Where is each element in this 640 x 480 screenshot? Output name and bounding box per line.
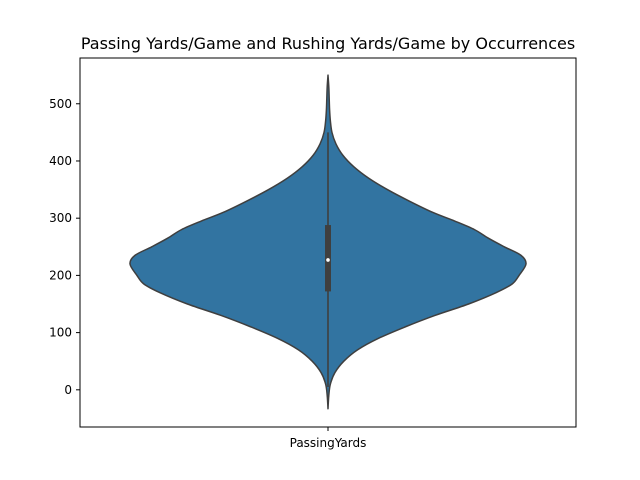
y-tick-label: 300 <box>49 211 72 225</box>
y-tick-label: 0 <box>64 383 72 397</box>
y-tick-label: 500 <box>49 97 72 111</box>
x-tick-label: PassingYards <box>290 436 367 450</box>
y-tick-label: 200 <box>49 268 72 282</box>
y-tick-label: 400 <box>49 154 72 168</box>
chart-title: Passing Yards/Game and Rushing Yards/Gam… <box>81 34 575 53</box>
plot-area <box>129 74 527 410</box>
axes: PassingYards 0 100 200 300 400 500 <box>49 57 577 450</box>
y-tick-label: 100 <box>49 326 72 340</box>
axes-frame <box>79 57 577 428</box>
violin-median-dot <box>326 258 330 262</box>
